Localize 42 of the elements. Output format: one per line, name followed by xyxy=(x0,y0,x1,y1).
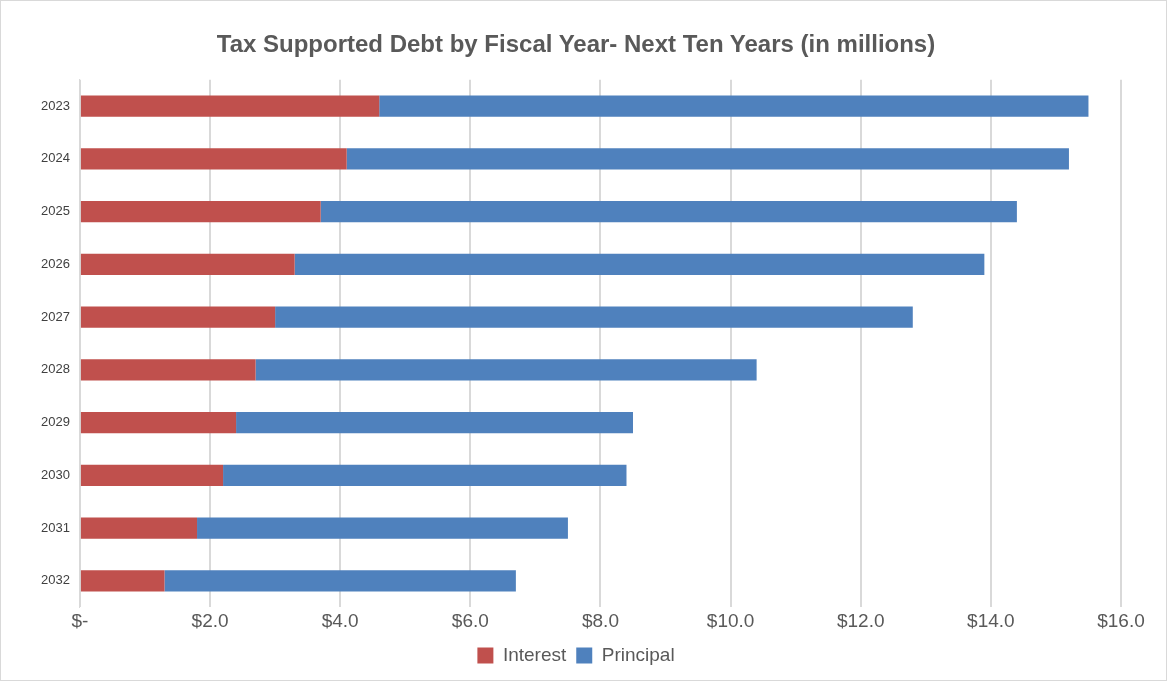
y-tick-label: 2030 xyxy=(41,466,70,482)
y-tick-label: 2023 xyxy=(41,97,70,113)
bar xyxy=(197,517,568,539)
y-tick-label: 2031 xyxy=(41,519,70,535)
bar xyxy=(275,306,913,328)
bar xyxy=(80,517,198,539)
bar xyxy=(236,412,633,434)
y-tick-label: 2032 xyxy=(41,572,70,588)
x-tick-label: $16.0 xyxy=(1097,609,1145,631)
x-tick-label: $12.0 xyxy=(836,609,885,631)
bar xyxy=(346,148,1069,170)
y-tick-label: 2025 xyxy=(41,203,70,219)
bar xyxy=(80,412,237,434)
bar xyxy=(379,95,1089,117)
x-tick-label: $2.0 xyxy=(191,609,229,631)
bar xyxy=(80,95,380,117)
y-tick-label: 2028 xyxy=(41,361,70,377)
x-tick-label: $14.0 xyxy=(967,609,1015,631)
bar xyxy=(80,359,256,381)
x-tick-label: $6.0 xyxy=(451,609,489,631)
bar xyxy=(80,253,295,275)
bar xyxy=(255,359,757,381)
y-tick-label: 2027 xyxy=(41,308,70,324)
bar xyxy=(80,201,321,223)
bar xyxy=(320,201,1017,223)
x-tick-label: $4.0 xyxy=(321,609,359,631)
bar xyxy=(164,570,516,592)
bar xyxy=(80,148,347,170)
y-tick-label: 2026 xyxy=(41,255,70,271)
x-tick-label: $10.0 xyxy=(706,609,755,631)
x-tick-label: $8.0 xyxy=(581,609,619,631)
x-tick-label: $- xyxy=(71,609,89,631)
y-tick-label: 2024 xyxy=(41,150,70,166)
legend-label: Principal xyxy=(601,643,675,665)
bar xyxy=(80,570,165,592)
legend-label: Interest xyxy=(502,643,567,665)
bar xyxy=(80,306,276,328)
bar xyxy=(80,464,224,486)
bar xyxy=(223,464,627,486)
chart-title: Tax Supported Debt by Fiscal Year- Next Ten Years (in millions) xyxy=(216,30,936,58)
bar xyxy=(294,253,985,275)
y-tick-label: 2029 xyxy=(41,414,70,430)
